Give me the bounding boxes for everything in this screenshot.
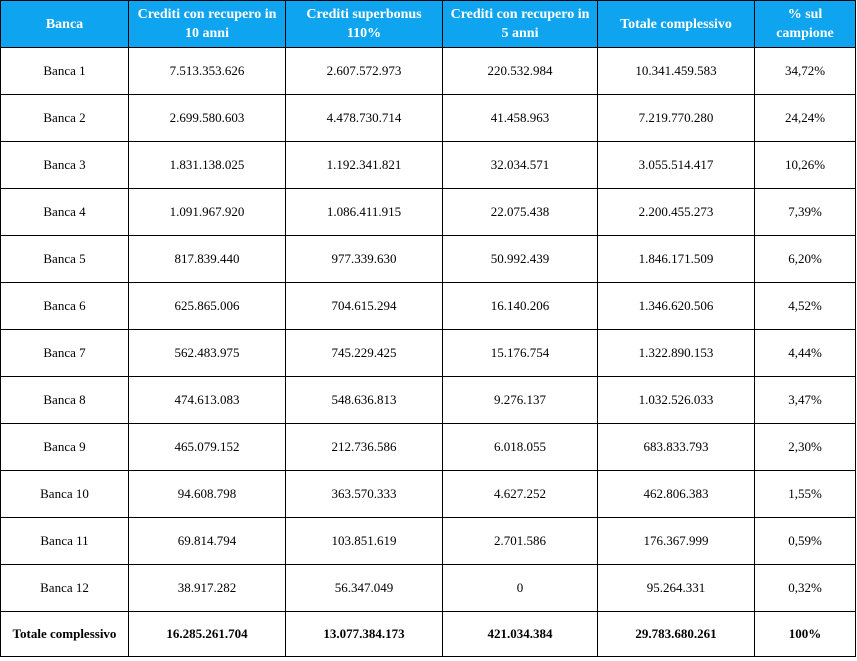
total-crediti-10-anni: 16.285.261.704 [128,611,286,657]
cell-crediti-10-anni: 38.917.282 [128,564,286,612]
cell-banca: Banca 1 [0,47,129,95]
column-header-percentuale: % sul campione [754,0,856,48]
cell-crediti-superbonus: 1.086.411.915 [285,188,443,236]
column-header-banca: Banca [0,0,129,48]
cell-crediti-5-anni: 0 [442,564,598,612]
cell-banca: Banca 11 [0,517,129,565]
total-crediti-5-anni: 421.034.384 [442,611,598,657]
cell-totale: 462.806.383 [597,470,755,518]
cell-banca: Banca 12 [0,564,129,612]
table-row: Banca 4 1.091.967.920 1.086.411.915 22.0… [0,188,856,236]
cell-totale: 1.846.171.509 [597,235,755,283]
cell-crediti-superbonus: 56.347.049 [285,564,443,612]
column-header-totale: Totale complessivo [597,0,755,48]
cell-crediti-10-anni: 625.865.006 [128,282,286,330]
table-row: Banca 8 474.613.083 548.636.813 9.276.13… [0,376,856,424]
cell-totale: 1.346.620.506 [597,282,755,330]
cell-totale: 7.219.770.280 [597,94,755,142]
cell-crediti-superbonus: 977.339.630 [285,235,443,283]
cell-totale: 176.367.999 [597,517,755,565]
cell-banca: Banca 5 [0,235,129,283]
cell-banca: Banca 4 [0,188,129,236]
cell-totale: 10.341.459.583 [597,47,755,95]
cell-crediti-superbonus: 2.607.572.973 [285,47,443,95]
cell-percentuale: 0,32% [754,564,856,612]
cell-banca: Banca 9 [0,423,129,471]
table-row: Banca 9 465.079.152 212.736.586 6.018.05… [0,423,856,471]
column-header-crediti-10-anni: Crediti con recupero in 10 anni [128,0,286,48]
table-row: Banca 12 38.917.282 56.347.049 0 95.264.… [0,564,856,612]
cell-banca: Banca 7 [0,329,129,377]
cell-percentuale: 34,72% [754,47,856,95]
cell-crediti-5-anni: 32.034.571 [442,141,598,189]
cell-crediti-superbonus: 704.615.294 [285,282,443,330]
cell-banca: Banca 10 [0,470,129,518]
cell-banca: Banca 3 [0,141,129,189]
cell-crediti-5-anni: 220.532.984 [442,47,598,95]
table-row: Banca 10 94.608.798 363.570.333 4.627.25… [0,470,856,518]
cell-crediti-10-anni: 474.613.083 [128,376,286,424]
cell-crediti-5-anni: 41.458.963 [442,94,598,142]
cell-crediti-5-anni: 9.276.137 [442,376,598,424]
cell-percentuale: 4,52% [754,282,856,330]
total-row: Totale complessivo 16.285.261.704 13.077… [0,611,856,657]
cell-percentuale: 1,55% [754,470,856,518]
cell-crediti-10-anni: 2.699.580.603 [128,94,286,142]
cell-percentuale: 3,47% [754,376,856,424]
column-header-crediti-5-anni: Crediti con recupero in 5 anni [442,0,598,48]
cell-crediti-5-anni: 6.018.055 [442,423,598,471]
table-row: Banca 3 1.831.138.025 1.192.341.821 32.0… [0,141,856,189]
cell-banca: Banca 8 [0,376,129,424]
cell-percentuale: 0,59% [754,517,856,565]
cell-crediti-10-anni: 562.483.975 [128,329,286,377]
table-row: Banca 2 2.699.580.603 4.478.730.714 41.4… [0,94,856,142]
table-row: Banca 7 562.483.975 745.229.425 15.176.7… [0,329,856,377]
cell-percentuale: 24,24% [754,94,856,142]
total-percentuale: 100% [754,611,856,657]
cell-totale: 683.833.793 [597,423,755,471]
header-row: Banca Crediti con recupero in 10 anni Cr… [0,0,856,48]
cell-crediti-5-anni: 2.701.586 [442,517,598,565]
cell-crediti-10-anni: 94.608.798 [128,470,286,518]
cell-crediti-superbonus: 4.478.730.714 [285,94,443,142]
cell-totale: 2.200.455.273 [597,188,755,236]
total-totale: 29.783.680.261 [597,611,755,657]
cell-crediti-superbonus: 548.636.813 [285,376,443,424]
cell-percentuale: 4,44% [754,329,856,377]
cell-crediti-superbonus: 212.736.586 [285,423,443,471]
cell-crediti-5-anni: 50.992.439 [442,235,598,283]
cell-crediti-5-anni: 16.140.206 [442,282,598,330]
cell-crediti-10-anni: 1.091.967.920 [128,188,286,236]
cell-crediti-5-anni: 4.627.252 [442,470,598,518]
cell-crediti-5-anni: 15.176.754 [442,329,598,377]
cell-crediti-superbonus: 1.192.341.821 [285,141,443,189]
table-row: Banca 11 69.814.794 103.851.619 2.701.58… [0,517,856,565]
cell-crediti-superbonus: 745.229.425 [285,329,443,377]
cell-banca: Banca 6 [0,282,129,330]
cell-banca: Banca 2 [0,94,129,142]
total-label: Totale complessivo [0,611,129,657]
cell-crediti-10-anni: 817.839.440 [128,235,286,283]
cell-crediti-10-anni: 1.831.138.025 [128,141,286,189]
cell-crediti-superbonus: 363.570.333 [285,470,443,518]
cell-percentuale: 6,20% [754,235,856,283]
cell-totale: 1.032.526.033 [597,376,755,424]
table-row: Banca 5 817.839.440 977.339.630 50.992.4… [0,235,856,283]
cell-crediti-superbonus: 103.851.619 [285,517,443,565]
cell-totale: 3.055.514.417 [597,141,755,189]
cell-crediti-10-anni: 465.079.152 [128,423,286,471]
cell-percentuale: 7,39% [754,188,856,236]
cell-crediti-10-anni: 7.513.353.626 [128,47,286,95]
cell-totale: 1.322.890.153 [597,329,755,377]
total-crediti-superbonus: 13.077.384.173 [285,611,443,657]
column-header-crediti-superbonus: Crediti superbonus 110% [285,0,443,48]
cell-percentuale: 10,26% [754,141,856,189]
cell-percentuale: 2,30% [754,423,856,471]
table-row: Banca 6 625.865.006 704.615.294 16.140.2… [0,282,856,330]
cell-crediti-5-anni: 22.075.438 [442,188,598,236]
cell-crediti-10-anni: 69.814.794 [128,517,286,565]
cell-totale: 95.264.331 [597,564,755,612]
table-row: Banca 1 7.513.353.626 2.607.572.973 220.… [0,47,856,95]
